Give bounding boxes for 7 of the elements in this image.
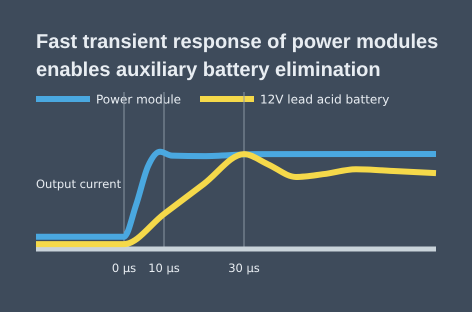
chart-title: Fast transient response of power modules enables auxiliary battery elimination bbox=[36, 31, 438, 81]
legend-label: Power module bbox=[96, 92, 182, 106]
x-tick-label: 10 µs bbox=[148, 261, 180, 275]
x-tick-label: 0 µs bbox=[112, 261, 136, 275]
y-axis-title: Output current bbox=[36, 177, 122, 191]
legend-label: 12V lead acid battery bbox=[260, 92, 390, 106]
x-tick-label: 30 µs bbox=[228, 261, 260, 275]
